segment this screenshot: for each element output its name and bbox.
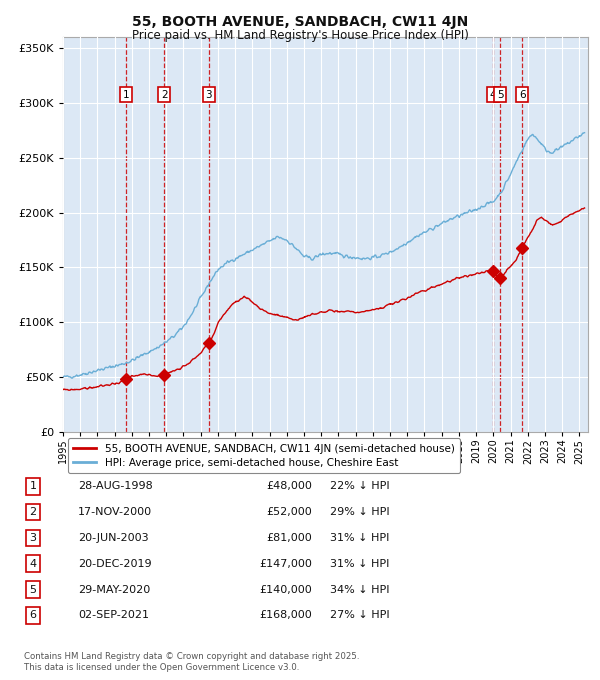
Text: 2: 2 (29, 507, 37, 517)
Text: 2: 2 (161, 90, 167, 99)
Text: £52,000: £52,000 (266, 507, 312, 517)
Text: 55, BOOTH AVENUE, SANDBACH, CW11 4JN: 55, BOOTH AVENUE, SANDBACH, CW11 4JN (132, 15, 468, 29)
Text: 34% ↓ HPI: 34% ↓ HPI (330, 585, 389, 594)
Text: 02-SEP-2021: 02-SEP-2021 (78, 611, 149, 620)
Text: 20-DEC-2019: 20-DEC-2019 (78, 559, 152, 568)
Text: 22% ↓ HPI: 22% ↓ HPI (330, 481, 389, 491)
Text: 17-NOV-2000: 17-NOV-2000 (78, 507, 152, 517)
Text: 6: 6 (519, 90, 526, 99)
Text: £140,000: £140,000 (259, 585, 312, 594)
Text: £168,000: £168,000 (259, 611, 312, 620)
Text: 28-AUG-1998: 28-AUG-1998 (78, 481, 153, 491)
Text: 31% ↓ HPI: 31% ↓ HPI (330, 533, 389, 543)
Text: 27% ↓ HPI: 27% ↓ HPI (330, 611, 389, 620)
Text: 5: 5 (29, 585, 37, 594)
Text: 1: 1 (122, 90, 129, 99)
Text: 1: 1 (29, 481, 37, 491)
Text: £81,000: £81,000 (266, 533, 312, 543)
Text: 3: 3 (29, 533, 37, 543)
Text: 3: 3 (205, 90, 212, 99)
Text: 5: 5 (497, 90, 503, 99)
Text: 4: 4 (29, 559, 37, 568)
Legend: 55, BOOTH AVENUE, SANDBACH, CW11 4JN (semi-detached house), HPI: Average price, : 55, BOOTH AVENUE, SANDBACH, CW11 4JN (se… (68, 439, 460, 473)
Text: £147,000: £147,000 (259, 559, 312, 568)
Text: 20-JUN-2003: 20-JUN-2003 (78, 533, 149, 543)
Text: Contains HM Land Registry data © Crown copyright and database right 2025.
This d: Contains HM Land Registry data © Crown c… (24, 652, 359, 672)
Text: 4: 4 (490, 90, 496, 99)
Text: Price paid vs. HM Land Registry's House Price Index (HPI): Price paid vs. HM Land Registry's House … (131, 29, 469, 41)
Text: 29-MAY-2020: 29-MAY-2020 (78, 585, 150, 594)
Text: £48,000: £48,000 (266, 481, 312, 491)
Text: 31% ↓ HPI: 31% ↓ HPI (330, 559, 389, 568)
Text: 6: 6 (29, 611, 37, 620)
Text: 29% ↓ HPI: 29% ↓ HPI (330, 507, 389, 517)
